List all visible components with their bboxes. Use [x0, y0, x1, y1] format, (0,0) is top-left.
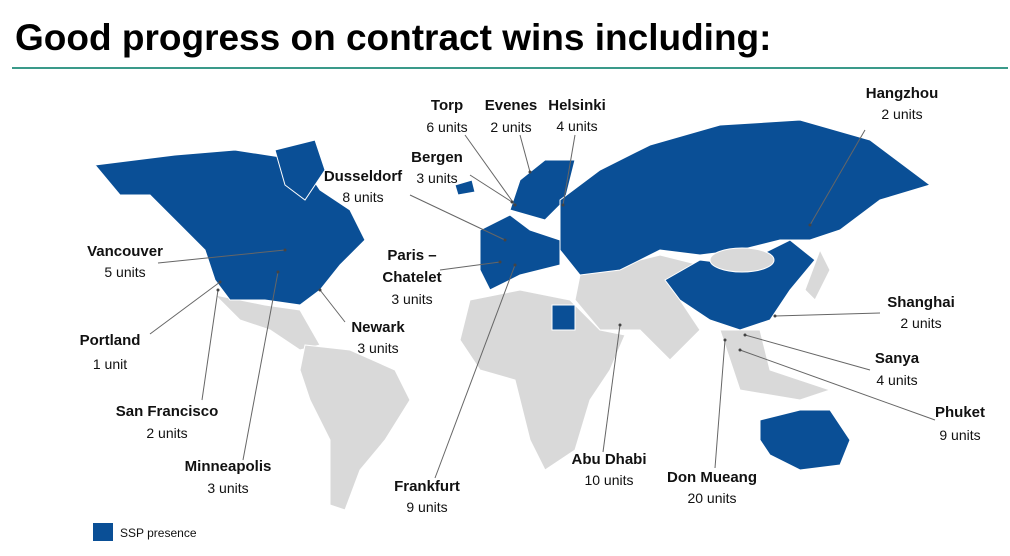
location-units: 10 units	[584, 472, 633, 488]
site-dot	[218, 280, 222, 284]
location-units: 2 units	[881, 106, 922, 122]
site-dot	[498, 260, 502, 264]
leader-line	[319, 289, 346, 323]
location-units: 4 units	[556, 118, 597, 134]
site-dot	[513, 263, 517, 267]
site-dot	[743, 333, 747, 337]
location-name: Hangzhou	[866, 85, 939, 102]
leader-line	[774, 312, 881, 317]
leader-line	[464, 134, 516, 206]
location-name: Sanya	[875, 350, 920, 367]
location-name: Vancouver	[87, 243, 163, 260]
location-name: Dusseldorf	[324, 168, 403, 185]
labels: Torp 6 units Evenes 2 units Helsinki 4 units H…	[80, 85, 985, 515]
location-units: 5 units	[104, 264, 145, 280]
leader-line	[739, 349, 936, 421]
leader-line	[439, 261, 501, 271]
location-name: Portland	[80, 332, 141, 349]
leader-line	[562, 134, 576, 206]
site-dot	[561, 203, 565, 207]
location-units: 8 units	[342, 189, 383, 205]
location-units: 4 units	[876, 372, 917, 388]
world-map	[94, 119, 932, 511]
site-dot	[808, 223, 812, 227]
leader-line	[409, 194, 506, 241]
title: Good progress on contract wins including…	[15, 17, 771, 58]
site-dot	[773, 314, 777, 318]
location-units: 3 units	[416, 170, 457, 186]
legend-swatch	[93, 523, 113, 541]
location-name: Shanghai	[887, 294, 955, 311]
location-name: Newark	[351, 319, 405, 336]
location-name: San Francisco	[116, 403, 219, 420]
location-name: Torp	[431, 97, 463, 114]
location-name: Helsinki	[548, 97, 606, 114]
location-name: Abu Dhabi	[572, 451, 647, 468]
leader-line	[242, 271, 279, 461]
location-name: Phuket	[935, 404, 985, 421]
site-dot	[738, 348, 742, 352]
leader-line	[809, 129, 866, 226]
location-name: Paris – Chatelet	[382, 247, 441, 286]
location-name: Bergen	[411, 149, 463, 166]
site-dot	[510, 200, 514, 204]
leader-line	[149, 281, 221, 335]
legend-label: SSP presence	[120, 526, 197, 540]
site-dot	[513, 203, 517, 207]
location-name: Don Mueang	[667, 469, 757, 486]
location-units: 9 units	[406, 499, 447, 515]
location-units: 2 units	[900, 315, 941, 331]
location-units: 3 units	[391, 291, 432, 307]
location-name: Minneapolis	[185, 458, 272, 475]
location-name: Evenes	[485, 97, 538, 114]
location-units: 1 unit	[93, 356, 127, 372]
leader-line	[434, 264, 516, 479]
site-dot	[618, 323, 622, 327]
site-dot	[216, 288, 220, 292]
leader-line	[519, 134, 531, 173]
leader-line	[744, 334, 871, 371]
site-dot	[528, 170, 532, 174]
location-name: Frankfurt	[394, 478, 460, 495]
leader-line	[714, 339, 726, 469]
location-units: 20 units	[687, 490, 736, 506]
leader-line	[201, 289, 219, 401]
leader-line	[602, 324, 621, 453]
site-dot	[276, 270, 280, 274]
leader-line	[157, 249, 286, 264]
location-units: 2 units	[490, 119, 531, 135]
location-units: 9 units	[939, 427, 980, 443]
site-dot	[283, 248, 287, 252]
site-dot	[318, 288, 322, 292]
location-units: 2 units	[146, 425, 187, 441]
leader-line	[469, 174, 513, 203]
location-units: 6 units	[426, 119, 467, 135]
location-units: 3 units	[357, 340, 398, 356]
site-dot	[503, 238, 507, 242]
location-units: 3 units	[207, 480, 248, 496]
site-dot	[723, 338, 727, 342]
